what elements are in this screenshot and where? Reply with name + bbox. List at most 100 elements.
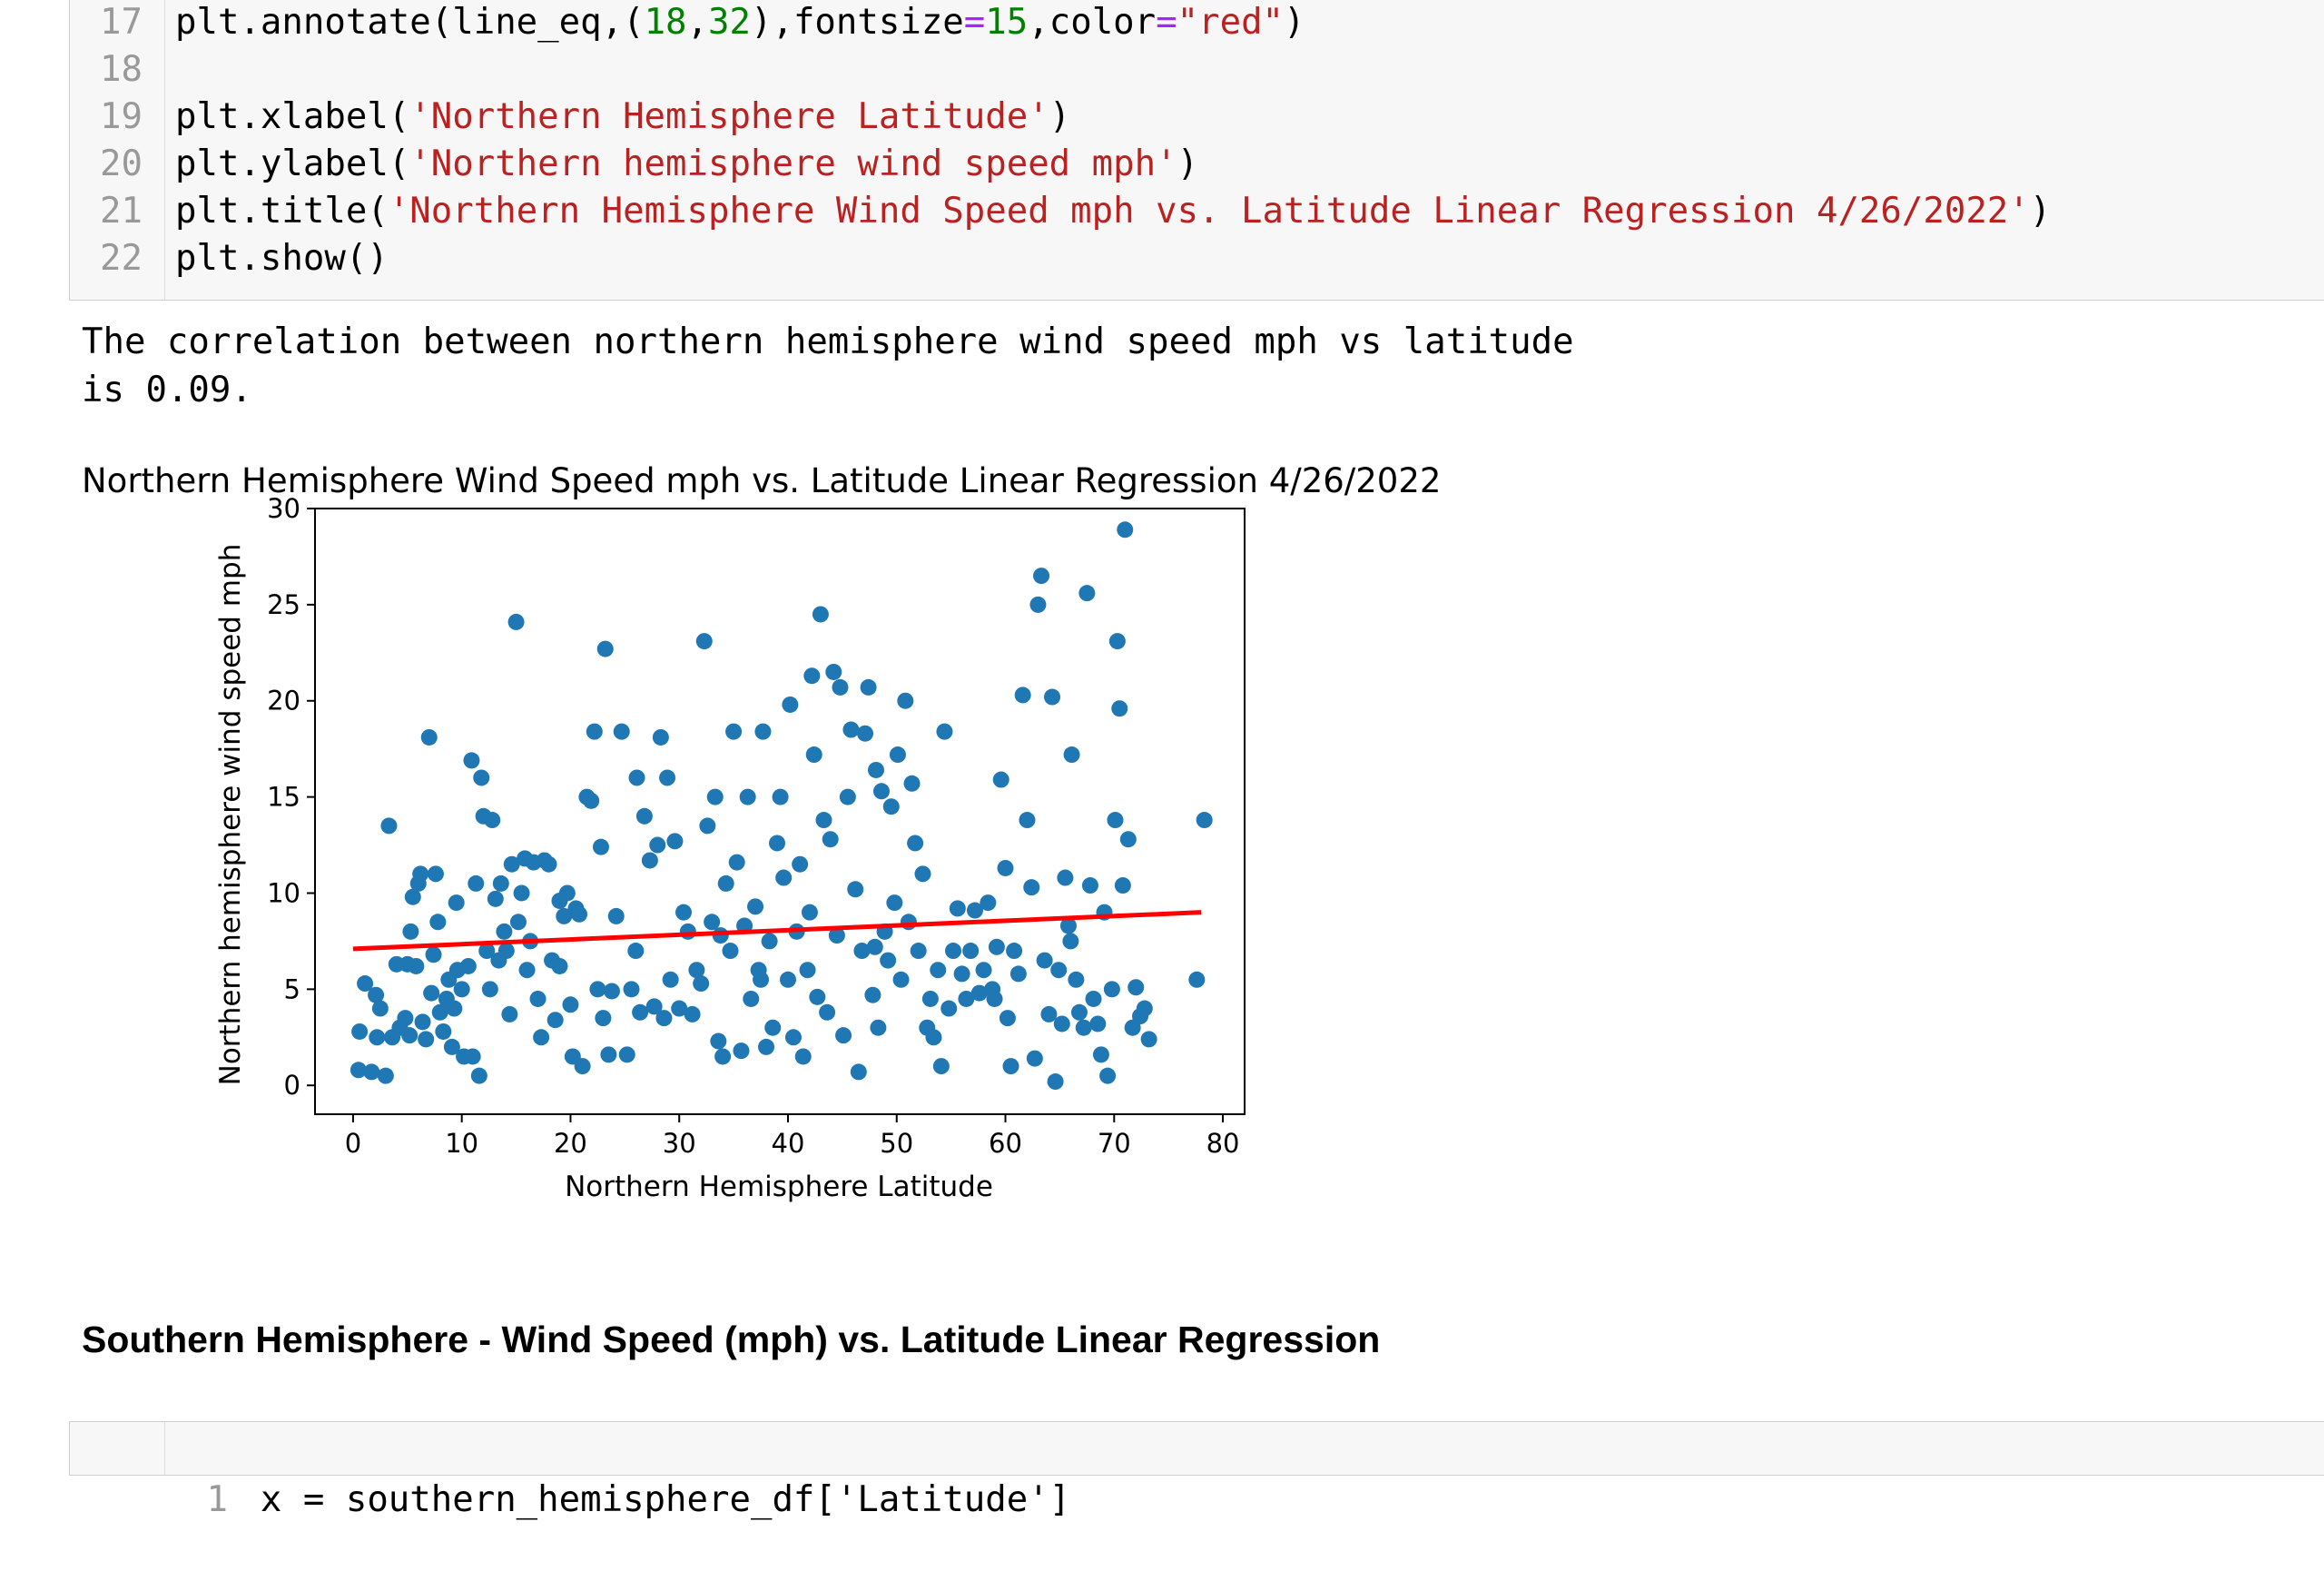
scatter-point — [401, 1027, 419, 1044]
scatter-point — [1023, 879, 1040, 896]
line-number: 22 — [100, 238, 143, 279]
scatter-point — [825, 663, 842, 680]
scatter-point — [747, 898, 764, 915]
scatter-point — [655, 1010, 673, 1027]
scatter-point — [980, 894, 997, 912]
scatter-point — [473, 769, 490, 786]
scatter-point — [886, 894, 903, 912]
scatter-point — [962, 943, 980, 960]
y-tick-label: 30 — [267, 493, 300, 524]
code-line[interactable]: 21 plt.title('Northern Hemisphere Wind Sp… — [70, 188, 2321, 235]
scatter-point — [443, 1038, 460, 1055]
scatter-point — [684, 1005, 701, 1023]
scatter-point — [764, 1019, 782, 1036]
scatter-point — [1089, 1015, 1107, 1033]
scatter-point — [586, 723, 603, 740]
scatter-point — [501, 1005, 518, 1023]
scatter-point — [679, 923, 696, 940]
code-cell[interactable]: 17 plt.annotate(line_eq,(18,32),fontsize=… — [69, 0, 2324, 301]
scatter-point — [404, 888, 421, 905]
scatter-point — [815, 812, 832, 829]
scatter-point — [706, 788, 724, 805]
scatter-point — [988, 938, 1005, 955]
scatter-point — [1103, 981, 1120, 998]
code-line[interactable]: 19 plt.xlabel('Northern Hemisphere Latitu… — [70, 94, 2321, 141]
scatter-point — [666, 833, 684, 850]
x-tick-label: 40 — [772, 1128, 805, 1159]
scatter-point — [1136, 1000, 1153, 1017]
scatter-point — [932, 1058, 950, 1075]
scatter-point — [556, 907, 573, 924]
y-tick-label: 15 — [267, 782, 300, 813]
scatter-point — [857, 725, 874, 742]
scatter-point — [921, 990, 939, 1007]
code-token: 'Northern Hemisphere Wind Speed mph vs. … — [388, 191, 2030, 232]
scatter-point — [847, 881, 864, 898]
scatter-point — [613, 723, 630, 740]
code-token: 'Northern Hemisphere Latitude' — [409, 96, 1049, 137]
scatter-point — [427, 865, 444, 883]
scatter-point — [725, 723, 743, 740]
code-token: 32 — [708, 2, 751, 43]
scatter-point — [513, 884, 530, 902]
scatter-point — [623, 981, 640, 998]
scatter-point — [1124, 1019, 1141, 1036]
code-line[interactable]: 20 plt.ylabel('Northern hemisphere wind s… — [70, 141, 2321, 188]
scatter-point — [1111, 700, 1128, 717]
scatter-point — [953, 965, 970, 983]
scatter-point — [487, 890, 504, 907]
line-number: 1 — [206, 1479, 228, 1520]
scatter-point — [872, 783, 890, 800]
scatter-point — [380, 817, 398, 835]
scatter-point — [492, 874, 509, 892]
scatter-point — [772, 788, 789, 805]
scatter-point — [975, 962, 992, 979]
chart-x-label: Northern Hemisphere Latitude — [565, 1171, 993, 1203]
scatter-point — [1128, 979, 1145, 996]
code-line[interactable]: 1 x = southern_hemisphere_df['Latitude'] — [70, 1429, 2321, 1520]
scatter-point — [1108, 633, 1126, 650]
scatter-point — [533, 1029, 550, 1046]
scatter-point — [363, 1063, 380, 1081]
scatter-point — [600, 1046, 617, 1063]
scatter-point — [930, 962, 947, 979]
scatter-point — [595, 1010, 612, 1027]
scatter-point — [958, 990, 975, 1007]
chart-title: Northern Hemisphere Wind Speed mph vs. L… — [82, 461, 1441, 500]
scatter-point — [468, 874, 485, 892]
scatter-point — [377, 1067, 394, 1084]
scatter-point — [1070, 1003, 1088, 1021]
scatter-point — [910, 943, 927, 960]
scatter-point — [446, 1000, 463, 1017]
scatter-point — [1196, 812, 1213, 829]
scatter-point — [867, 761, 884, 778]
scatter-point — [940, 1000, 958, 1017]
code-token: ) — [1049, 96, 1071, 137]
scatter-point — [803, 667, 821, 685]
scatter-point — [357, 975, 374, 993]
scatter-point — [470, 1067, 487, 1084]
code-line[interactable]: 17 plt.annotate(line_eq,(18,32),fontsize=… — [70, 0, 2321, 46]
scatter-point — [714, 1048, 732, 1065]
scatter-point — [761, 933, 778, 950]
code-line[interactable]: 18 — [70, 46, 2321, 94]
scatter-point — [900, 914, 917, 931]
scatter-point — [936, 723, 953, 740]
scatter-point — [589, 981, 606, 998]
code-token: ) — [1177, 143, 1199, 184]
scatter-point — [1117, 521, 1134, 538]
scatter-point — [992, 771, 1009, 788]
scatter-point — [1053, 1015, 1070, 1033]
scatter-point — [418, 1031, 435, 1048]
x-tick-label: 50 — [880, 1128, 913, 1159]
scatter-point — [966, 902, 983, 919]
scatter-point — [481, 981, 498, 998]
scatter-point — [350, 1062, 367, 1079]
code-token: ),fontsize — [750, 2, 964, 43]
next-code-cell[interactable]: 1 x = southern_hemisphere_df['Latitude'] — [69, 1421, 2324, 1520]
code-token: 18 — [644, 2, 687, 43]
code-line[interactable]: 22 plt.show() — [70, 235, 2321, 282]
plot-area — [314, 508, 1246, 1115]
code-token: plt.annotate(line_eq,( — [175, 2, 645, 43]
scatter-point — [448, 894, 465, 912]
